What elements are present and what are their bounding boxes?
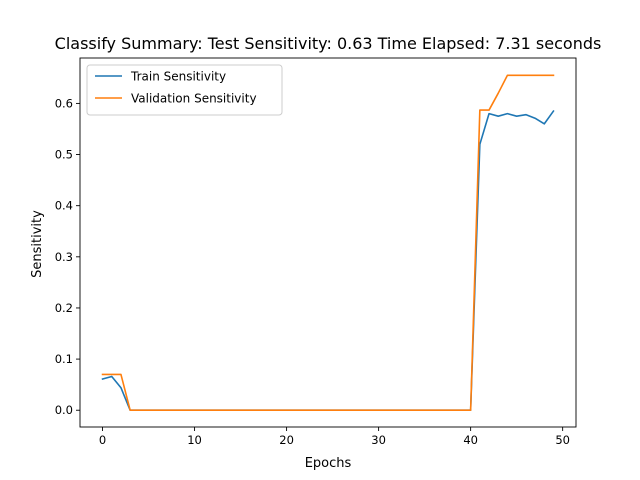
plot-background [80, 58, 576, 427]
x-tick-label: 40 [463, 433, 478, 447]
x-axis-label: Epochs [305, 456, 352, 471]
legend-box [86, 64, 283, 116]
y-tick-label: 0.3 [55, 250, 73, 264]
legend-label: Train Sensitivity [130, 70, 226, 84]
legend-label: Validation Sensitivity [131, 92, 257, 106]
y-tick-label: 0.4 [55, 199, 73, 213]
series-line-validation-sensitivity [101, 74, 555, 412]
y-tick-label: 0.5 [55, 148, 73, 162]
axis-ticks: 0 10 20 30 40 50 0.0 0.1 0.2 0.3 0.4 0.5 0.6 [55, 96, 570, 447]
y-tick-label: 0.1 [55, 352, 73, 366]
axes-frame [79, 57, 577, 428]
legend: Train Sensitivity Validation Sensitivity [86, 64, 283, 116]
x-tick-label: 30 [371, 433, 386, 447]
plot-area [79, 57, 577, 428]
y-tick-label: 0.2 [55, 301, 73, 315]
x-tick-label: 50 [555, 433, 570, 447]
x-tick-label: 10 [187, 433, 202, 447]
y-tick-label: 0.6 [55, 96, 73, 110]
x-tick-label: 0 [99, 433, 106, 447]
x-tick-label: 20 [279, 433, 294, 447]
series-lines [101, 74, 555, 412]
y-tick-label: 0.0 [55, 403, 73, 417]
chart-title: Classify Summary: Test Sensitivity: 0.63… [55, 34, 602, 53]
y-axis-label: Sensitivity [30, 210, 45, 278]
